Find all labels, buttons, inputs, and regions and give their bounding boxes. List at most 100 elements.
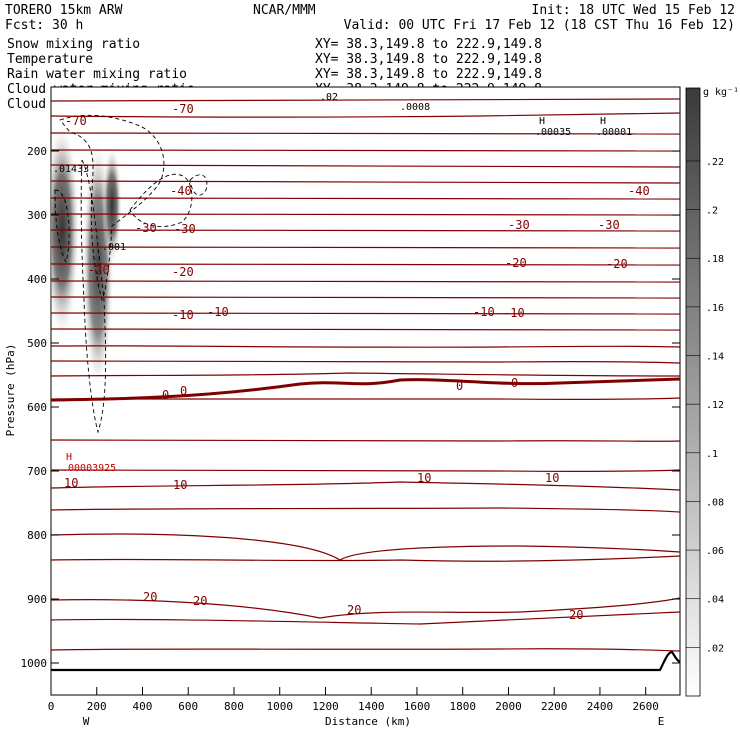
- isotherm-label: -20: [172, 265, 194, 279]
- y-axis-label: Pressure (hPa): [4, 344, 17, 437]
- x-tick-label: 2400: [587, 700, 614, 713]
- snow-shading: [102, 145, 122, 265]
- field-name: Snow mixing ratio: [7, 37, 140, 52]
- isotherm-label: 20: [569, 608, 583, 622]
- x-tick-label: 0: [48, 700, 55, 713]
- x-tick-label: 2000: [495, 700, 522, 713]
- cloud-contour: [59, 114, 165, 302]
- isotherm-line: [51, 648, 680, 652]
- isotherm-label: 10: [173, 478, 187, 492]
- cloud-contour: [129, 173, 193, 227]
- isotherm-label: -20: [606, 257, 628, 271]
- x-tick-label: 400: [133, 700, 153, 713]
- west-label: W: [83, 715, 90, 728]
- high-marker: H: [66, 452, 72, 463]
- plot-area: -70 -70 -40 -40 -30 -30 -30 -30 -20 -20 …: [51, 92, 680, 672]
- x-tick-label: 2600: [632, 700, 659, 713]
- isotherm-line: [51, 439, 680, 442]
- east-label: E: [658, 715, 665, 728]
- y-tick-label: 800: [27, 529, 47, 542]
- high-value: .00035: [535, 127, 571, 138]
- isotherm-line: [51, 345, 680, 348]
- isotherm-line: [51, 507, 680, 513]
- cloud-contour: [80, 159, 107, 434]
- x-tick-label: 1400: [358, 700, 385, 713]
- colorbar: [685, 87, 701, 697]
- field-name: Rain water mixing ratio: [7, 67, 187, 82]
- isotherm-line: [51, 98, 680, 102]
- y-tick-label: 500: [27, 337, 47, 350]
- y-tick-label: 400: [27, 273, 47, 286]
- isotherm-label: -20: [505, 256, 527, 270]
- isotherm-label: -70: [65, 114, 87, 128]
- y-tick-label: 200: [27, 145, 47, 158]
- y-tick-label: 600: [27, 401, 47, 414]
- isotherm-label: 20: [193, 594, 207, 608]
- isotherm-label: -30: [598, 218, 620, 232]
- isotherm-line: [51, 112, 680, 118]
- isotherm-label: 0: [162, 388, 169, 402]
- isotherm-label: 0: [180, 384, 187, 398]
- cloud-contours: [54, 114, 208, 434]
- isotherm-line: [51, 555, 680, 562]
- field-xy: XY= 38.3,149.8 to 222.9,149.8: [315, 67, 542, 82]
- isotherm-label: -30: [508, 218, 530, 232]
- colorbar-tick-label: .08: [706, 497, 724, 508]
- x-tick-label: 1000: [266, 700, 293, 713]
- isotherm-label: 20: [143, 590, 157, 604]
- colorbar-tick-label: .1: [706, 449, 718, 460]
- fcst-value: 30 h: [52, 18, 83, 33]
- contour-value: .02: [320, 92, 338, 103]
- isotherm-label: 0: [456, 379, 463, 393]
- y-tick-label: 900: [27, 593, 47, 606]
- colorbar-tick-label: .16: [706, 303, 724, 314]
- isotherm-label: 10: [417, 471, 431, 485]
- isotherm-line: [51, 469, 680, 473]
- colorbar-tick-label: .02: [706, 643, 724, 654]
- isotherm-label: -10: [473, 305, 495, 319]
- colorbar-unit: g kg⁻¹: [703, 87, 739, 98]
- cloud-contour: [54, 189, 70, 264]
- isotherm-label: 0: [511, 376, 518, 390]
- isotherm-line: [51, 533, 680, 561]
- freezing-level: [51, 377, 680, 402]
- valid-time: Valid: 00 UTC Fri 17 Feb 12 (18 CST Thu …: [344, 18, 735, 33]
- model-title: TORERO 15km ARW: [5, 3, 123, 18]
- isotherm-label: -30: [174, 222, 196, 236]
- y-tick-label: 700: [27, 465, 47, 478]
- contour-value: .01433: [53, 164, 89, 175]
- x-tick-label: 1800: [449, 700, 476, 713]
- isotherm-label: -20: [88, 263, 110, 277]
- isotherm-label: -30: [135, 221, 157, 235]
- colorbar-tick-label: .04: [706, 595, 724, 606]
- init-time: Init: 18 UTC Wed 15 Feb 12: [532, 3, 736, 18]
- colorbar-tick-label: .18: [706, 254, 724, 265]
- isotherm-label: -40: [628, 184, 650, 198]
- colorbar-tick-label: .2: [706, 206, 718, 217]
- isotherm-label: -10: [172, 308, 194, 322]
- x-tick-label: 200: [87, 700, 107, 713]
- high-value: .00003925: [62, 463, 116, 474]
- x-tick-label: 2200: [541, 700, 568, 713]
- x-axis-label: Distance (km): [325, 715, 411, 728]
- isotherm-label: 10: [64, 476, 78, 490]
- field-name: Temperature: [7, 52, 93, 67]
- isotherm-line: [51, 360, 680, 364]
- contour-value: .001: [102, 242, 126, 253]
- colorbar-tick-label: .14: [706, 352, 724, 363]
- high-value: .00001: [596, 127, 632, 138]
- x-tick-label: 600: [178, 700, 198, 713]
- field-xy: XY= 38.3,149.8 to 222.9,149.8: [315, 37, 542, 52]
- colorbar-ticks: .02 .04 .06 .08 .1 .12 .14 .16 .18 .2 .22: [686, 157, 724, 654]
- isotherm-line: [51, 372, 680, 377]
- extrema-annotations: H .00035 H .00001 H .00003925 .01433 .00…: [53, 92, 632, 474]
- field-xy: XY= 38.3,149.8 to 222.9,149.8: [315, 52, 542, 67]
- colorbar-tick-label: .22: [706, 157, 724, 168]
- isotherm-label: 20: [347, 603, 361, 617]
- high-marker: H: [600, 116, 606, 127]
- isotherm-label: -40: [170, 184, 192, 198]
- fcst-label: Fcst:: [5, 18, 44, 33]
- org-title: NCAR/MMM: [253, 3, 316, 18]
- y-tick-label: 1000: [21, 657, 48, 670]
